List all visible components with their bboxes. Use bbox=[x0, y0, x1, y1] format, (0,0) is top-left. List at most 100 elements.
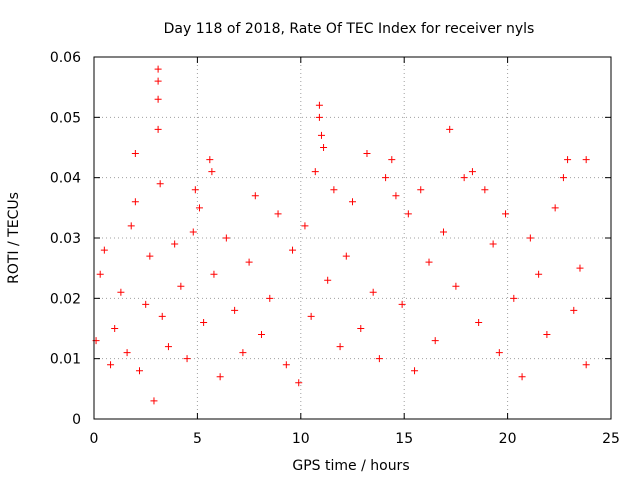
data-point bbox=[526, 234, 534, 242]
data-point bbox=[189, 228, 197, 236]
data-point bbox=[481, 186, 489, 194]
data-point bbox=[543, 331, 551, 339]
data-point bbox=[489, 240, 497, 248]
data-point bbox=[150, 397, 158, 405]
y-tick-label: 0.01 bbox=[50, 352, 81, 368]
data-point bbox=[518, 373, 526, 381]
data-point bbox=[111, 325, 119, 332]
x-tick-label: 25 bbox=[602, 431, 620, 447]
data-point bbox=[411, 367, 419, 375]
data-point bbox=[392, 192, 400, 200]
data-point bbox=[258, 331, 266, 339]
data-points bbox=[92, 65, 590, 405]
data-point bbox=[551, 204, 559, 212]
data-point bbox=[289, 246, 297, 254]
data-point bbox=[117, 288, 125, 296]
data-point bbox=[388, 156, 396, 164]
data-point bbox=[158, 312, 166, 320]
data-point bbox=[164, 343, 172, 351]
data-point bbox=[382, 174, 390, 182]
data-point bbox=[349, 198, 356, 206]
data-point bbox=[200, 318, 208, 326]
data-point bbox=[274, 210, 282, 218]
data-point bbox=[417, 186, 425, 194]
y-tick-label: 0 bbox=[72, 412, 81, 428]
data-point bbox=[502, 210, 510, 218]
data-point bbox=[191, 186, 199, 194]
y-tick-label: 0.02 bbox=[50, 291, 81, 307]
data-point bbox=[582, 156, 590, 164]
data-point bbox=[369, 288, 377, 296]
data-point bbox=[156, 180, 164, 188]
data-point bbox=[282, 361, 290, 369]
data-point bbox=[154, 95, 162, 103]
data-point bbox=[231, 306, 239, 314]
grid-lines bbox=[94, 57, 611, 419]
data-point bbox=[315, 101, 323, 109]
data-point bbox=[439, 228, 447, 236]
data-point bbox=[564, 156, 572, 164]
data-point bbox=[239, 349, 247, 357]
data-point bbox=[336, 343, 344, 351]
data-point bbox=[460, 174, 468, 182]
data-point bbox=[425, 258, 433, 266]
data-point bbox=[171, 240, 179, 248]
data-point bbox=[245, 258, 253, 266]
data-point bbox=[324, 276, 332, 284]
y-tick-label: 0.06 bbox=[50, 50, 81, 66]
y-tick-label: 0.05 bbox=[50, 110, 81, 126]
data-point bbox=[582, 361, 590, 369]
data-point bbox=[570, 306, 578, 314]
y-tick-label: 0.04 bbox=[50, 171, 81, 187]
x-axis-label: GPS time / hours bbox=[292, 458, 409, 474]
data-point bbox=[357, 325, 365, 332]
data-point bbox=[446, 125, 454, 133]
data-point bbox=[177, 282, 185, 290]
data-point bbox=[146, 252, 154, 260]
data-point bbox=[154, 125, 162, 133]
data-point bbox=[208, 168, 216, 176]
data-point bbox=[311, 168, 319, 176]
data-point bbox=[127, 222, 135, 230]
data-point bbox=[315, 113, 323, 121]
data-point bbox=[154, 65, 162, 73]
x-tick-label: 10 bbox=[292, 431, 310, 447]
data-point bbox=[183, 355, 191, 363]
data-point bbox=[317, 131, 325, 139]
data-point bbox=[576, 264, 584, 272]
data-point bbox=[475, 318, 483, 326]
data-point bbox=[266, 294, 274, 302]
data-point bbox=[295, 379, 303, 387]
y-tick-label: 0.03 bbox=[50, 231, 81, 247]
x-tick-label: 20 bbox=[499, 431, 517, 447]
data-point bbox=[135, 367, 143, 375]
data-point bbox=[142, 300, 150, 308]
data-point bbox=[307, 312, 315, 320]
data-point bbox=[342, 252, 350, 260]
data-point bbox=[510, 294, 518, 302]
data-point bbox=[131, 198, 139, 206]
data-point bbox=[131, 150, 139, 158]
data-point bbox=[123, 349, 131, 357]
data-point bbox=[330, 186, 338, 194]
data-point bbox=[431, 337, 439, 345]
data-point bbox=[251, 192, 259, 200]
x-tick-label: 5 bbox=[193, 431, 202, 447]
data-point bbox=[495, 349, 503, 357]
data-point bbox=[320, 144, 328, 151]
data-point bbox=[301, 222, 309, 230]
data-point bbox=[363, 150, 371, 158]
data-point bbox=[100, 246, 108, 254]
x-tick-label: 15 bbox=[395, 431, 413, 447]
axis-ticks bbox=[93, 56, 612, 420]
data-point bbox=[398, 300, 406, 308]
data-point bbox=[206, 156, 214, 164]
data-point bbox=[222, 234, 230, 242]
data-point bbox=[216, 373, 224, 381]
data-point bbox=[452, 282, 460, 290]
data-point bbox=[107, 361, 115, 369]
data-point bbox=[96, 270, 104, 278]
data-point bbox=[559, 174, 567, 182]
data-point bbox=[468, 168, 476, 176]
